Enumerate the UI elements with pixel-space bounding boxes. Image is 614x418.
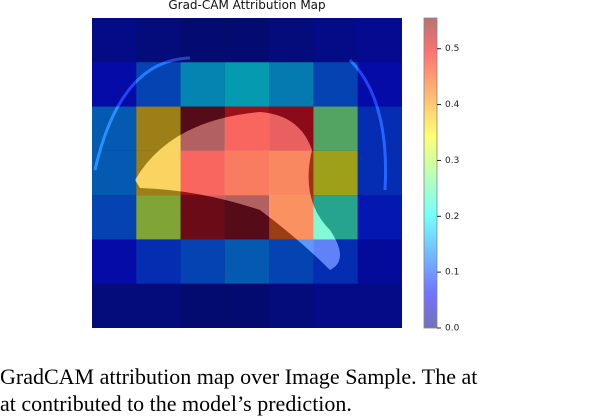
heat-cell [180, 283, 225, 328]
colorbar-tick-label: 0.5 [445, 44, 459, 54]
heat-cell [92, 195, 137, 240]
heat-cell [224, 106, 270, 151]
heat-cell [313, 239, 358, 284]
heat-cell [269, 150, 314, 196]
heat-cell [224, 150, 270, 196]
heat-cell [92, 283, 137, 328]
heat-cell [224, 18, 270, 63]
colorbar-tick-label: 0.1 [445, 268, 459, 278]
heat-cell [313, 195, 358, 240]
heat-cell [180, 18, 225, 63]
heat-cell [313, 106, 358, 151]
heat-cell [92, 106, 137, 151]
heat-cell [136, 195, 181, 240]
heat-cell [136, 18, 181, 63]
heat-cell [180, 150, 225, 196]
heat-cell [357, 18, 402, 63]
colorbar-tick-label: 0.0 [445, 324, 460, 334]
heat-cell [313, 62, 358, 107]
colorbar-tick-label: 0.4 [445, 100, 460, 110]
heat-cell [136, 283, 181, 328]
heat-cell [357, 239, 402, 284]
heat-cell [224, 283, 270, 328]
heat-cell [180, 106, 225, 151]
heat-cell [180, 239, 225, 284]
heat-cell [92, 62, 137, 107]
heat-cell [224, 62, 270, 107]
heat-cell [92, 150, 137, 196]
heat-cell [313, 283, 358, 328]
caption-line: at contributed to the model’s prediction… [0, 391, 352, 416]
heat-cell [357, 62, 402, 107]
heat-cell [180, 195, 225, 240]
heat-cell [357, 283, 402, 328]
heat-cell [269, 195, 314, 240]
heat-cell [136, 150, 181, 196]
heat-cell [269, 239, 314, 284]
caption-line: GradCAM attribution map over Image Sampl… [0, 364, 477, 389]
heat-cell [92, 239, 137, 284]
heat-cell [136, 62, 181, 107]
chart-title: Grad-CAM Attribution Map [168, 0, 325, 12]
heat-cell [136, 239, 181, 284]
heat-cell [269, 106, 314, 151]
heat-cell [357, 150, 402, 196]
heat-cell [92, 18, 137, 63]
heat-cell [269, 283, 314, 328]
heat-cell [136, 106, 181, 151]
heat-cell [180, 62, 225, 107]
colorbar-tick-label: 0.2 [445, 212, 459, 222]
heat-cell [357, 106, 402, 151]
colorbar-tick-label: 0.3 [445, 156, 459, 166]
heat-cell [224, 239, 270, 284]
heat-cell [224, 195, 270, 240]
heat-cell [357, 195, 402, 240]
heat-cell [313, 18, 358, 63]
heat-cell [313, 150, 358, 196]
heat-cell [269, 18, 314, 63]
colorbar [423, 17, 438, 329]
heat-cell [269, 62, 314, 107]
